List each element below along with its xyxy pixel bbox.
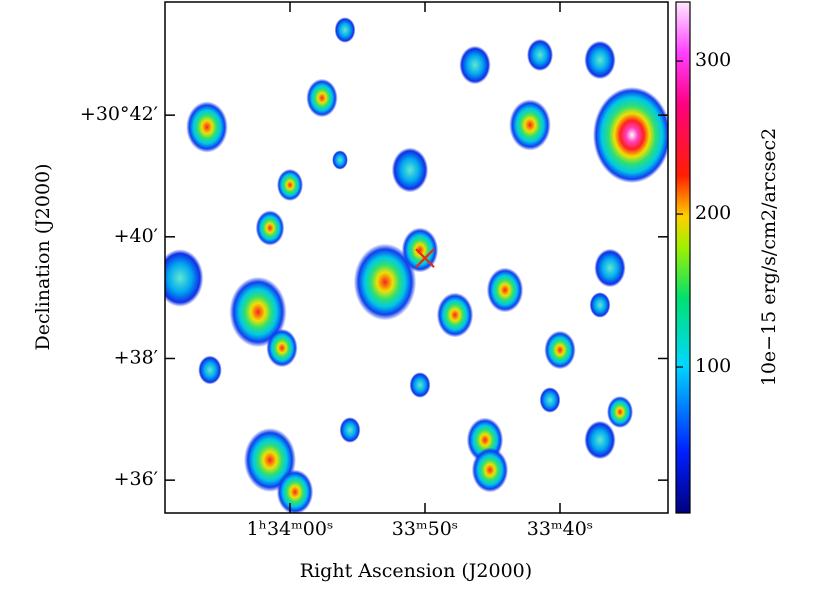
y-tick-label: +40′	[114, 225, 158, 247]
emission-region	[229, 276, 287, 348]
emission-region	[607, 396, 633, 428]
emission-region	[471, 447, 509, 493]
y-axis-label: Declination (J2000)	[32, 163, 54, 350]
image	[165, 2, 668, 513]
position-marker	[415, 248, 435, 268]
emission-region	[527, 39, 553, 71]
x-tick-label: 33ᵐ40ˢ	[527, 518, 593, 540]
emission-region	[584, 40, 616, 80]
emission-region	[391, 147, 429, 193]
y-tick-label: +38′	[114, 346, 158, 368]
colorbar	[675, 1, 691, 514]
emission-region	[198, 355, 222, 385]
emission-region	[332, 150, 348, 170]
x-axis-label: Right Ascension (J2000)	[300, 560, 532, 582]
emission-region	[593, 87, 668, 183]
emission-region	[509, 99, 551, 151]
x-tick-label: 1ʰ34ᵐ00ˢ	[247, 518, 334, 540]
plot-frame	[164, 1, 669, 514]
emission-region	[266, 328, 298, 368]
y-tick-label: +30°42′	[80, 103, 158, 125]
emission-region	[339, 417, 361, 443]
emission-region	[409, 372, 431, 398]
y-tick-label: +36′	[114, 468, 158, 490]
emission-region	[306, 78, 338, 118]
emission-region	[539, 387, 561, 413]
emission-region	[436, 292, 474, 338]
emission-region	[589, 292, 611, 318]
colorbar-tick-label: 100	[695, 355, 731, 377]
emission-region	[255, 210, 285, 246]
emission-region	[276, 469, 314, 513]
x-tick-label: 33ᵐ50ˢ	[392, 518, 458, 540]
marker-stroke	[415, 248, 435, 268]
emission-region	[486, 267, 524, 313]
emission-region	[544, 330, 576, 370]
colorbar-tick-label: 200	[695, 202, 731, 224]
emission-region	[277, 169, 303, 201]
emission-region	[353, 243, 417, 321]
emission-region	[334, 17, 356, 43]
emission-region	[594, 248, 626, 288]
emission-region	[165, 249, 204, 307]
emission-region	[459, 45, 491, 85]
emission-region	[584, 420, 616, 460]
emission-region	[186, 101, 228, 153]
colorbar-label: 10e−15 erg/s/cm2/arcsec2	[758, 128, 780, 387]
colorbar-tick-label: 300	[695, 49, 731, 71]
